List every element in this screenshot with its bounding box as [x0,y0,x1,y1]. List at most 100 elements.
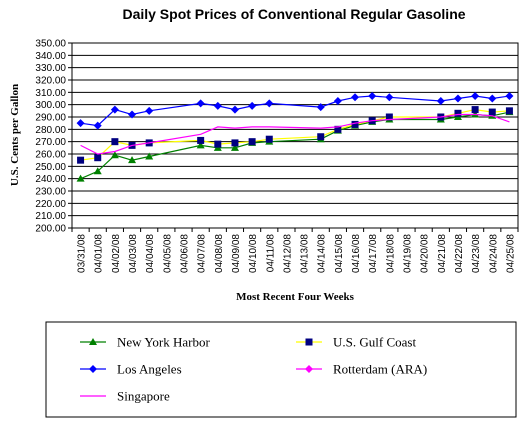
legend-entries: New York Harbor U.S. Gulf Coast Los Angele… [80,335,427,404]
data-point [471,106,479,114]
data-point [196,99,205,108]
data-point [197,136,205,144]
y-tick-label: 240.00 [35,174,66,185]
x-tick-label: 04/01/08 [94,234,105,273]
y-tick-label: 300.00 [35,100,66,111]
data-point [436,96,445,105]
y-tick-label: 310.00 [35,88,66,99]
x-tick-label: 04/24/08 [488,234,499,273]
x-tick-label: 04/03/08 [128,234,139,273]
y-tick-label: 350.00 [35,39,66,50]
chart-title: Daily Spot Prices of Conventional Regula… [122,6,465,22]
legend-entry: New York Harbor [80,335,210,350]
y-tick-label: 220.00 [35,199,66,210]
legend-entry: Rotterdam (ARA) [296,362,427,377]
data-point [265,99,274,108]
data-point [128,156,137,164]
plot-area [71,42,519,229]
x-axis-ticks: 03/31/08 04/01/08 04/02/08 04/03/08 04/04/08… [71,228,519,273]
x-tick-label: 04/18/08 [385,234,396,273]
x-tick-label: 04/25/08 [505,234,516,273]
series-line [80,113,510,155]
x-tick-label: 04/15/08 [334,234,345,273]
x-tick-label: 04/17/08 [368,234,379,273]
x-tick-label: 04/12/08 [282,234,293,273]
data-point [110,105,119,114]
legend-marker [305,365,313,373]
y-tick-label: 230.00 [35,187,66,198]
x-tick-label: 04/05/08 [162,234,173,273]
data-point [368,92,377,101]
series-layer [76,92,514,182]
series-line [80,111,510,180]
legend-marker [89,365,97,373]
y-tick-label: 330.00 [35,63,66,74]
x-tick-label: 04/23/08 [471,234,482,273]
x-tick-label: 04/04/08 [145,234,156,273]
data-point [488,108,496,116]
data-point [351,120,359,128]
x-tick-label: 04/02/08 [111,234,122,273]
x-tick-label: 04/11/08 [265,234,276,273]
legend-entry: Los Angeles [80,362,182,377]
x-tick-label: 04/10/08 [248,234,259,273]
legend [45,321,517,418]
data-point [471,92,480,101]
x-tick-label: 04/13/08 [300,234,311,273]
data-point [265,135,273,143]
x-tick-label: 04/19/08 [403,234,414,273]
legend-entry: U.S. Gulf Coast [296,335,416,350]
legend-marker [89,338,97,345]
data-point [230,143,239,151]
y-tick-label: 320.00 [35,76,66,87]
data-point [453,94,462,103]
y-tick-label: 260.00 [35,150,66,161]
y-tick-label: 270.00 [35,137,66,148]
y-tick-label: 200.00 [35,224,66,235]
x-tick-label: 04/14/08 [317,234,328,273]
legend-entry: Singapore [80,389,170,404]
x-tick-label: 04/06/08 [180,234,191,273]
x-tick-label: 03/31/08 [77,234,88,273]
data-point [145,152,154,160]
legend-label: Singapore [117,389,170,404]
x-tick-label: 04/08/08 [214,234,225,273]
data-point [505,92,514,101]
data-point [248,101,257,110]
data-point [316,103,325,112]
data-point [93,167,102,175]
data-point [230,105,239,114]
data-point [213,101,222,110]
data-point [488,94,497,103]
y-tick-label: 280.00 [35,125,66,136]
x-tick-label: 04/21/08 [437,234,448,273]
data-point [333,96,342,105]
x-tick-label: 04/20/08 [420,234,431,273]
x-tick-label: 04/09/08 [231,234,242,273]
data-point [454,109,462,117]
y-tick-label: 250.00 [35,162,66,173]
data-point [93,121,102,130]
data-point [110,151,119,159]
data-point [111,138,119,146]
y-tick-label: 290.00 [35,113,66,124]
y-axis-title: U.S. Cents per Gallon [9,84,21,186]
data-point [385,93,394,102]
legend-label: Rotterdam (ARA) [333,362,427,377]
data-point [351,93,360,102]
data-point [317,133,325,141]
series-2 [76,92,514,130]
data-point [196,141,205,149]
legend-marker [305,338,313,346]
legend-label: U.S. Gulf Coast [333,335,416,350]
gridlines [72,54,518,217]
data-point [248,138,256,146]
data-point [76,119,85,128]
data-point [385,113,393,121]
x-tick-label: 04/22/08 [454,234,465,273]
data-point [145,106,154,115]
data-point [231,139,239,147]
legend-label: Los Angeles [117,362,182,377]
